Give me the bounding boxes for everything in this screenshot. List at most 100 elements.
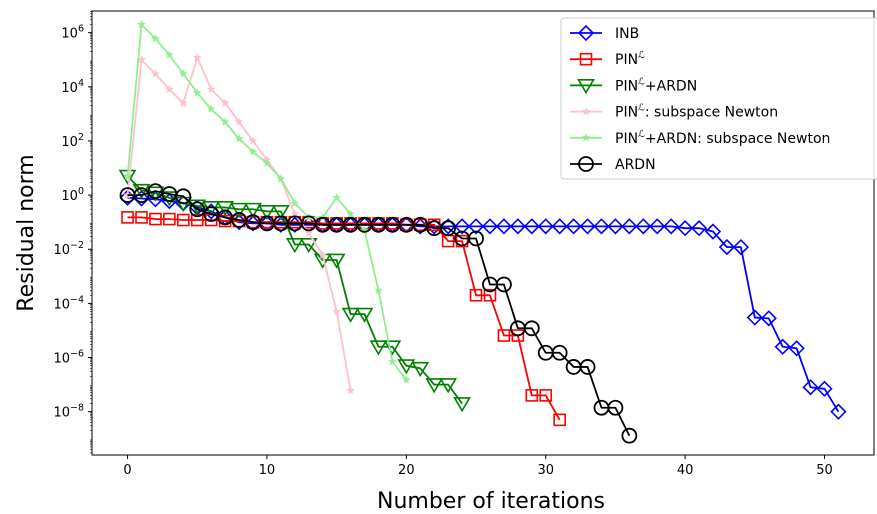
series-line bbox=[126, 23, 408, 381]
x-tick-label: 40 bbox=[677, 463, 694, 478]
x-tick-label: 20 bbox=[398, 463, 415, 478]
legend: INB PINℒ PINℒ+ARDN PINℒ: subspace Newton PIN… bbox=[560, 17, 877, 180]
legend-marker bbox=[581, 106, 591, 116]
data-point bbox=[355, 307, 374, 323]
data-point bbox=[271, 204, 290, 221]
legend-item: ARDN bbox=[570, 156, 656, 173]
x-tick-label: 30 bbox=[537, 463, 554, 478]
data-point bbox=[732, 238, 750, 256]
data-point bbox=[553, 413, 566, 427]
data-point bbox=[220, 98, 230, 107]
data-point bbox=[346, 385, 356, 395]
y-tick-label: 10−6 bbox=[53, 349, 84, 367]
data-point bbox=[234, 134, 244, 143]
data-point bbox=[663, 218, 680, 235]
data-point bbox=[467, 218, 485, 235]
data-point bbox=[621, 218, 638, 235]
y-tick-label: 10−2 bbox=[53, 240, 84, 258]
legend-label: INB bbox=[615, 26, 639, 42]
data-point bbox=[262, 158, 272, 168]
data-point bbox=[440, 220, 457, 237]
data-point bbox=[690, 220, 708, 237]
series-line bbox=[127, 190, 631, 437]
data-point bbox=[387, 357, 397, 366]
x-tick-label: 10 bbox=[259, 463, 276, 478]
data-point bbox=[816, 380, 833, 397]
legend-marker bbox=[577, 78, 595, 95]
data-point bbox=[523, 320, 540, 337]
series-5 bbox=[119, 183, 638, 444]
data-point bbox=[206, 104, 216, 113]
legend-item: PINℒ+ARDN bbox=[570, 76, 697, 94]
data-point bbox=[234, 117, 244, 126]
data-point bbox=[397, 359, 416, 375]
y-axis-label: Residual norm bbox=[14, 154, 39, 311]
legend-box bbox=[560, 17, 877, 180]
data-point bbox=[760, 310, 777, 327]
data-point bbox=[468, 230, 484, 247]
x-axis-label: Number of iterations bbox=[377, 489, 605, 514]
data-point bbox=[192, 88, 202, 97]
data-point bbox=[455, 234, 469, 248]
data-point bbox=[163, 212, 176, 226]
data-point bbox=[496, 276, 512, 293]
data-point bbox=[192, 52, 202, 62]
data-point bbox=[453, 218, 471, 235]
data-point bbox=[132, 183, 151, 200]
data-point bbox=[551, 218, 568, 235]
legend-item: PINℒ: subspace Newton bbox=[570, 103, 778, 121]
data-point bbox=[511, 329, 525, 342]
y-tick-label: 102 bbox=[61, 132, 84, 150]
data-point bbox=[802, 379, 819, 396]
legend-item: PINℒ bbox=[570, 50, 645, 68]
data-point bbox=[551, 344, 568, 361]
legend-marker bbox=[578, 156, 594, 172]
data-point bbox=[177, 213, 190, 227]
data-point bbox=[160, 191, 179, 207]
data-point bbox=[525, 389, 539, 402]
data-point bbox=[149, 212, 162, 226]
data-point bbox=[341, 307, 360, 323]
data-point bbox=[248, 147, 258, 156]
y-tick-label: 100 bbox=[61, 186, 84, 204]
legend-item: PINℒ+ARDN: subspace Newton bbox=[570, 129, 830, 147]
data-point bbox=[137, 19, 146, 29]
legend-item: INB bbox=[570, 24, 639, 42]
data-point bbox=[346, 209, 356, 218]
data-point bbox=[133, 190, 150, 207]
data-point bbox=[258, 204, 276, 221]
y-tick-label: 10−8 bbox=[53, 403, 84, 421]
data-point bbox=[565, 218, 582, 235]
data-point bbox=[178, 69, 188, 78]
data-point bbox=[135, 211, 148, 224]
data-point bbox=[635, 218, 652, 235]
data-point bbox=[230, 202, 248, 218]
data-point bbox=[537, 218, 554, 235]
y-tick-label: 104 bbox=[61, 78, 84, 96]
y-tick-label: 10−4 bbox=[53, 294, 84, 312]
data-point bbox=[579, 359, 596, 375]
data-point bbox=[244, 202, 262, 218]
series-line bbox=[127, 216, 561, 421]
data-point bbox=[411, 361, 430, 378]
x-ticks: 0 10 20 30 40 50 bbox=[123, 455, 833, 478]
data-point bbox=[276, 174, 286, 183]
data-point bbox=[332, 193, 342, 202]
data-point bbox=[318, 250, 328, 260]
data-point bbox=[704, 223, 722, 240]
legend-marker bbox=[577, 24, 595, 42]
data-point bbox=[178, 98, 188, 107]
data-point bbox=[304, 228, 314, 237]
data-point bbox=[220, 117, 230, 126]
data-point bbox=[373, 285, 383, 295]
data-point bbox=[497, 329, 511, 342]
data-point bbox=[189, 201, 206, 218]
data-point bbox=[495, 218, 513, 235]
series-1 bbox=[121, 211, 566, 427]
data-point bbox=[123, 171, 133, 180]
data-point bbox=[285, 238, 304, 254]
data-point bbox=[175, 188, 192, 205]
data-point bbox=[216, 201, 235, 217]
y-tick-label: 106 bbox=[61, 24, 84, 42]
data-point bbox=[439, 378, 458, 394]
